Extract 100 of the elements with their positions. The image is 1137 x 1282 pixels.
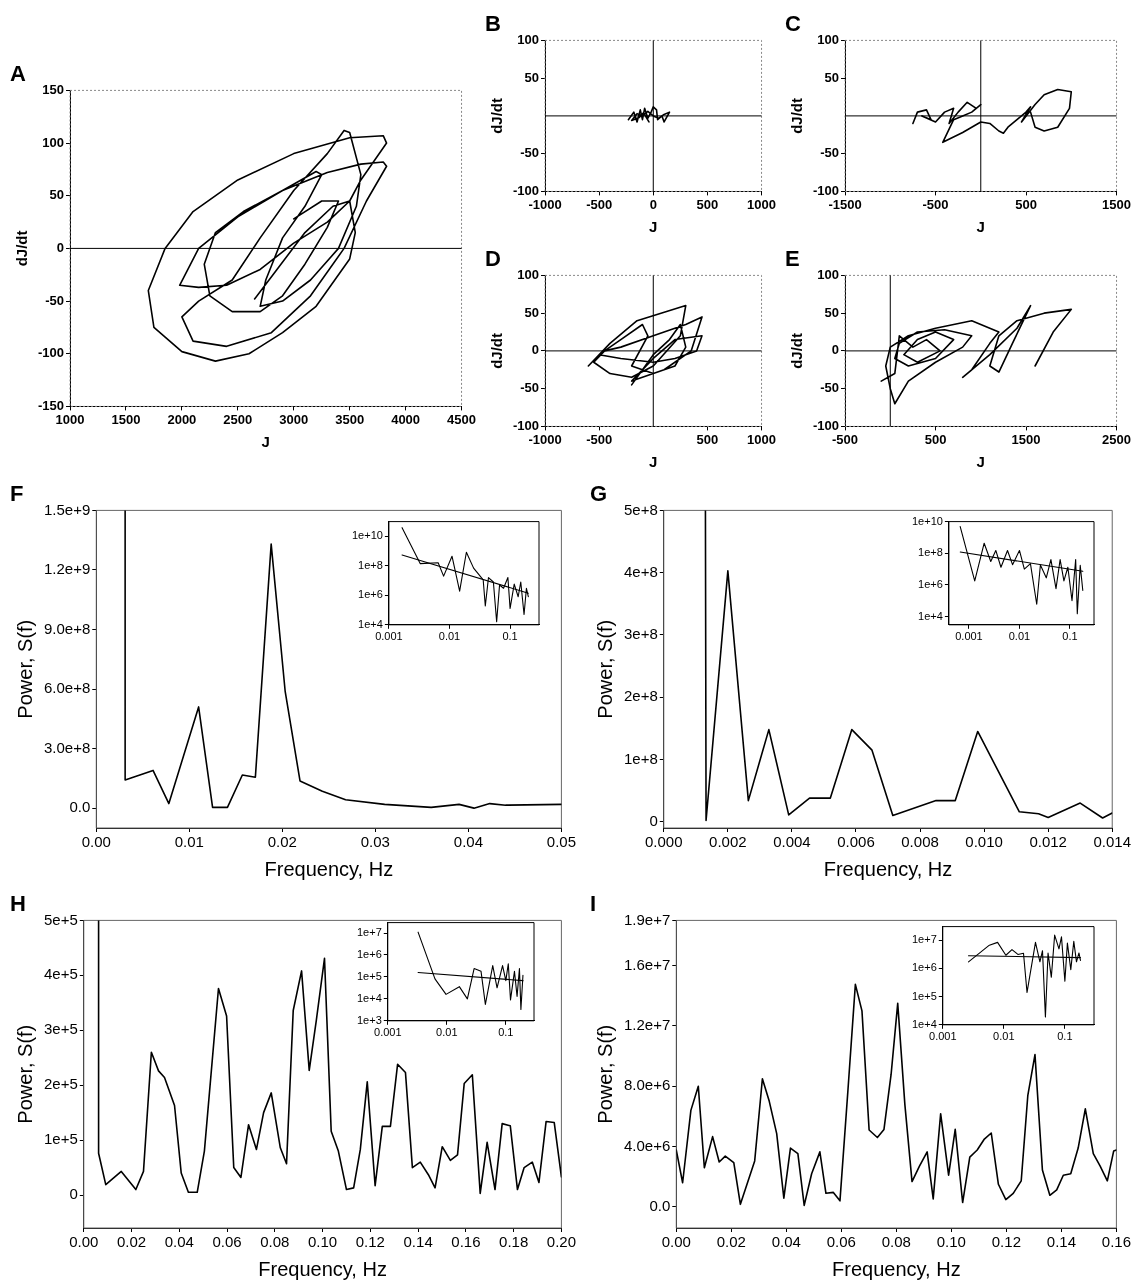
y-tick-label: 100 [42, 134, 65, 150]
x-tick-label: 0.08 [260, 1233, 290, 1251]
y-axis-title: Power, S(f) [593, 619, 616, 719]
y-tick-label: 0 [649, 811, 658, 829]
x-tick-label: -1000 [528, 431, 562, 447]
y-axis-title: dJ/dt [488, 332, 506, 369]
chart-title: B [485, 11, 501, 37]
x-tick-label: 0.1 [502, 630, 518, 643]
x-tick-label: 0.014 [1093, 833, 1132, 851]
y-tick-label: 1.9e+7 [624, 910, 671, 928]
y-axis-title: dJ/dt [488, 97, 506, 134]
y-tick-label: 1.2e+7 [624, 1016, 671, 1034]
y-axis-title: Power, S(f) [593, 1024, 616, 1124]
y-tick-label: 50 [824, 304, 840, 320]
x-tick-label: 0.02 [267, 833, 297, 851]
chart-title: G [590, 481, 608, 507]
y-tick-label: 1e+5 [912, 989, 937, 1002]
x-tick-label: 0.001 [955, 630, 983, 643]
x-tick-label: 0.12 [355, 1233, 385, 1251]
y-tick-label: 3.0e+8 [44, 738, 91, 756]
y-tick-label: 6.0e+8 [44, 679, 91, 697]
y-tick-label: 0 [831, 342, 840, 358]
y-tick-label: 3e+5 [43, 1020, 78, 1038]
x-tick-label: 0.18 [499, 1233, 529, 1251]
y-tick-label: 50 [524, 304, 540, 320]
x-tick-label: 500 [924, 431, 947, 447]
chart-title: D [485, 246, 501, 272]
x-axis-title: J [261, 433, 270, 451]
chart-title: I [590, 891, 597, 917]
x-tick-label: 0.04 [164, 1233, 194, 1251]
y-tick-label: 5e+8 [623, 500, 658, 518]
x-tick-label: -500 [586, 431, 613, 447]
x-tick-label: 0.012 [1029, 833, 1067, 851]
y-tick-label: 1e+6 [357, 948, 382, 961]
y-tick-label: 1e+3 [357, 1013, 382, 1026]
y-tick-label: 1e+8 [358, 558, 383, 571]
x-tick-label: 2000 [167, 411, 197, 427]
y-tick-label: 1e+8 [918, 546, 943, 559]
y-tick-label: 1e+4 [912, 1017, 937, 1030]
x-tick-label: 500 [696, 431, 719, 447]
x-tick-label: 0.00 [81, 833, 111, 851]
x-tick-label: 0.00 [69, 1233, 99, 1251]
y-tick-label: 1.2e+9 [44, 560, 91, 578]
y-tick-label: 0.0 [69, 798, 91, 816]
y-tick-label: 100 [517, 31, 540, 47]
x-tick-label: 4000 [391, 411, 421, 427]
x-tick-label: 0.006 [837, 833, 875, 851]
x-tick-label: 1500 [1102, 196, 1131, 212]
x-tick-label: 0.00 [661, 1233, 691, 1251]
x-tick-label: 0.05 [546, 833, 576, 851]
x-tick-label: 1000 [55, 411, 85, 427]
y-tick-label: 1e+6 [358, 588, 383, 601]
x-tick-label: 0.14 [403, 1233, 433, 1251]
x-tick-label: 0.001 [929, 1030, 957, 1043]
x-tick-label: 0.16 [1101, 1233, 1131, 1251]
y-tick-label: -150 [37, 397, 65, 413]
x-tick-label: 0.001 [375, 630, 403, 643]
y-tick-label: 0 [531, 342, 540, 358]
x-tick-label: 0.08 [881, 1233, 911, 1251]
x-axis-title: J [649, 453, 658, 471]
y-tick-label: 150 [42, 81, 65, 97]
y-tick-label: 1.6e+7 [624, 955, 671, 973]
y-tick-label: 1e+7 [357, 926, 382, 939]
y-tick-label: 1.5e+9 [44, 500, 91, 518]
y-tick-label: 50 [524, 69, 540, 85]
y-tick-label: -100 [512, 182, 540, 198]
y-axis-title: Power, S(f) [13, 1024, 36, 1124]
x-tick-label: -1000 [528, 196, 562, 212]
x-tick-label: 2500 [1102, 431, 1131, 447]
y-tick-label: 1e+4 [918, 609, 943, 622]
x-tick-label: 0.04 [771, 1233, 801, 1251]
chart-title: E [785, 246, 800, 272]
x-tick-label: -500 [586, 196, 613, 212]
x-axis-title: J [649, 218, 658, 236]
y-tick-label: 1e+4 [358, 617, 383, 630]
x-tick-label: 0.001 [374, 1026, 402, 1039]
y-tick-label: -100 [812, 417, 840, 433]
y-tick-label: 4e+8 [623, 562, 658, 580]
x-tick-label: 0.002 [709, 833, 747, 851]
y-tick-label: 5e+5 [43, 910, 78, 928]
x-tick-label: 4500 [447, 411, 476, 427]
x-tick-label: 0.04 [453, 833, 483, 851]
y-tick-label: -50 [520, 145, 540, 161]
chart-title: A [10, 61, 26, 87]
x-tick-label: 1000 [747, 196, 776, 212]
y-tick-label: 0 [56, 239, 65, 255]
y-tick-label: 9.0e+8 [44, 619, 91, 637]
x-tick-label: 0.008 [901, 833, 939, 851]
x-axis-title: Frequency, Hz [264, 857, 394, 880]
x-tick-label: 2500 [223, 411, 253, 427]
y-tick-label: 50 [49, 187, 65, 203]
x-axis-title: J [976, 218, 985, 236]
y-tick-label: -50 [820, 145, 840, 161]
y-axis-title: dJ/dt [788, 332, 806, 369]
y-tick-label: -100 [812, 182, 840, 198]
y-axis-title: dJ/dt [13, 230, 31, 267]
y-tick-label: -50 [520, 380, 540, 396]
y-tick-label: 100 [817, 31, 840, 47]
y-axis-title: Power, S(f) [13, 619, 36, 719]
y-tick-label: 1e+7 [912, 933, 937, 946]
